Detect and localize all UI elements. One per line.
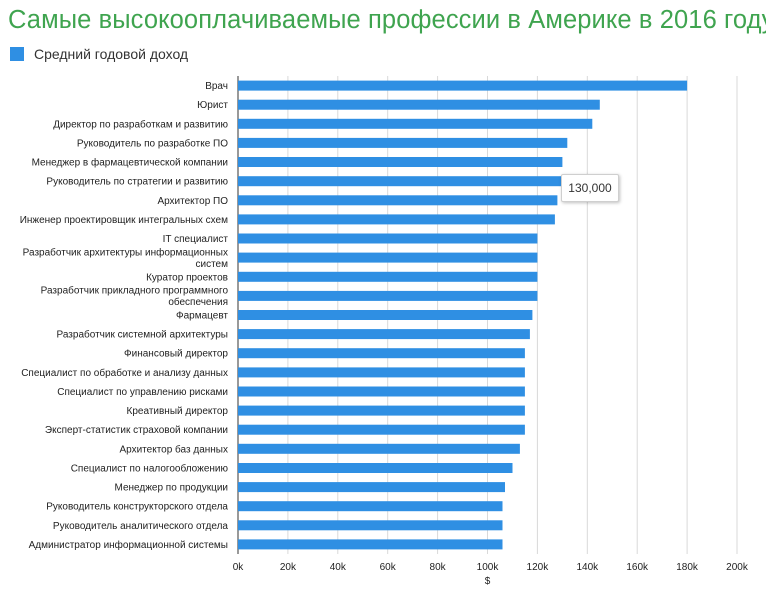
x-axis-ticks: 0k 20k 40k 60k 80k 100k 120k 140k 160k 180k 200k (233, 562, 749, 573)
category-label: Разработчик системной архитектуры (57, 329, 228, 341)
x-tick-label: 120k (527, 562, 550, 573)
bar[interactable] (238, 348, 525, 359)
bar[interactable] (238, 271, 538, 282)
bar[interactable] (238, 310, 533, 320)
bar[interactable] (238, 539, 503, 550)
x-tick-label: 200k (726, 562, 749, 573)
bar[interactable] (238, 386, 525, 397)
category-label: Разработчик архитектуры информационных (23, 246, 228, 258)
category-label: Юрист (197, 100, 228, 111)
bar[interactable] (238, 329, 530, 340)
legend-swatch (10, 47, 24, 61)
category-label: Менеджер в фармацевтической компании (32, 157, 228, 169)
bar[interactable] (238, 290, 538, 301)
category-label: Менеджер по продукции (115, 483, 228, 494)
category-label: Эксперт-статистик страховой компании (45, 425, 228, 436)
x-tick-label: 40k (330, 562, 347, 573)
bar[interactable] (238, 80, 688, 91)
category-label: IT специалист (163, 234, 229, 245)
category-label: Руководитель аналитического отдела (53, 521, 229, 532)
x-axis-title: $ (485, 576, 491, 587)
bar[interactable] (238, 443, 520, 454)
category-labels: Врач Юрист Директор по разработкам и разви… (20, 81, 229, 551)
category-label: Руководитель конструкторского отдела (46, 502, 228, 513)
bar[interactable] (238, 137, 568, 148)
x-tick-label: 80k (430, 562, 447, 573)
category-label: Специалист по налогообложению (71, 463, 229, 475)
x-tick-label: 180k (676, 562, 699, 573)
category-label: Руководитель по разработке ПО (77, 137, 228, 149)
chart-title: Самые высокооплачиваемые профессии в Аме… (8, 6, 766, 34)
category-label: Руководитель по стратегии и развитию (46, 177, 228, 188)
bar[interactable] (238, 482, 505, 493)
bar[interactable] (238, 520, 503, 531)
category-label: Специалист по управлению рисками (57, 387, 228, 398)
bar[interactable] (238, 118, 593, 129)
bar[interactable] (238, 214, 555, 225)
category-label: Разработчик прикладного программного (41, 285, 229, 297)
bar[interactable] (238, 463, 513, 473)
legend: Средний годовой доход (10, 46, 188, 62)
category-label: Специалист по обработке и анализу данных (21, 367, 228, 379)
bar[interactable] (238, 367, 525, 378)
category-label: Архитектор ПО (157, 196, 228, 207)
category-label: Креативный директор (127, 406, 229, 417)
bar[interactable] (238, 405, 525, 416)
category-label: Фармацевт (176, 311, 228, 322)
bar[interactable] (238, 233, 538, 244)
x-tick-label: 160k (626, 562, 649, 573)
legend-label: Средний годовой доход (34, 46, 189, 62)
category-label: Финансовый директор (124, 349, 228, 360)
bar[interactable] (238, 501, 503, 512)
x-tick-label: 20k (280, 562, 297, 573)
bar[interactable] (238, 195, 558, 206)
bar[interactable] (238, 424, 525, 435)
category-label: Директор по разработкам и развитию (53, 118, 228, 130)
category-label: Куратор проектов (146, 272, 228, 283)
category-label: Архитектор баз данных (119, 443, 228, 455)
bar[interactable] (238, 157, 563, 167)
bar[interactable] (238, 99, 600, 110)
category-label: Врач (205, 81, 228, 92)
bar[interactable] (238, 252, 538, 263)
x-tick-label: 100k (477, 562, 500, 573)
category-label: систем (196, 259, 229, 270)
x-tick-label: 140k (576, 562, 599, 573)
x-tick-label: 0k (233, 562, 245, 573)
bars (238, 80, 688, 550)
category-label: Инженер проектировщик интегральных схем (20, 215, 228, 226)
value-tooltip: 130,000 (561, 174, 619, 202)
category-label: Администратор информационной системы (29, 539, 228, 551)
bar[interactable] (238, 176, 563, 187)
category-label: обеспечения (168, 296, 228, 308)
x-tick-label: 60k (380, 562, 397, 573)
